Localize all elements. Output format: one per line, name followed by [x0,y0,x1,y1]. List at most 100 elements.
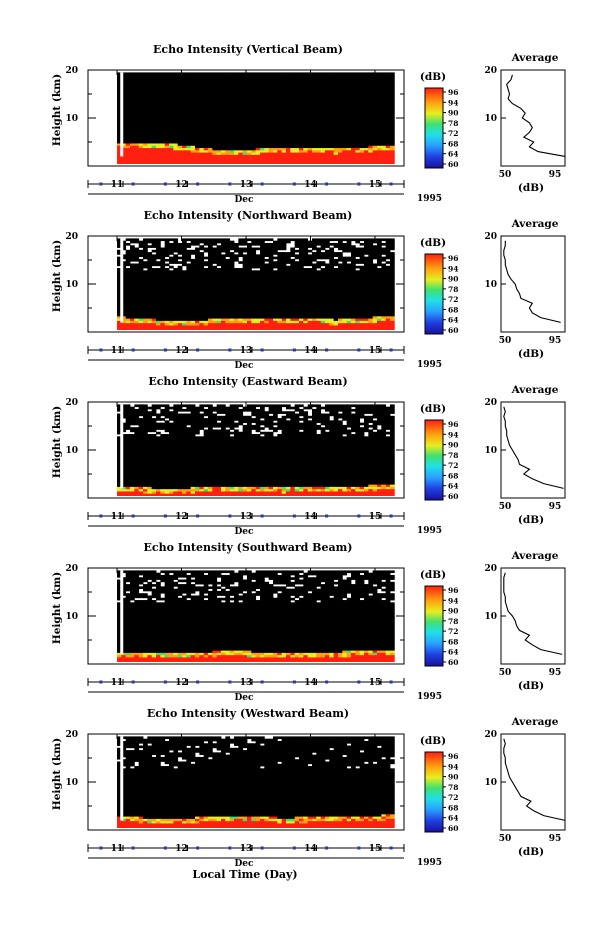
heatmap-cell [268,258,274,262]
heatmap-cell [151,240,157,244]
heatmap-cell [117,261,122,264]
heatmap-cell [389,124,395,128]
heatmap-cell [355,118,361,121]
heatmap-cell [199,127,205,130]
heatmap-cell [251,143,257,146]
heatmap-cell [255,297,261,301]
heatmap-cell [247,293,252,296]
heatmap-cell [320,297,326,301]
heatmap-cell [160,154,166,158]
heatmap-cell [190,122,196,126]
heatmap-cell [368,311,374,315]
heatmap-cell [277,297,283,301]
heatmap-cell [303,290,309,294]
heatmap-cell [156,92,161,96]
heatmap-cell [229,147,235,151]
heatmap-cell [351,281,356,285]
heatmap-cell [182,147,187,151]
heatmap-cell [151,76,157,80]
heatmap-cell [316,124,322,128]
heatmap-cell [268,322,274,326]
heatmap-cell [229,261,235,264]
heatmap-cell [290,81,296,85]
heatmap-cell [229,318,235,321]
heatmap-cell [160,136,166,139]
heatmap-cell [138,159,144,162]
heatmap-cell [130,118,135,121]
time-marker [260,182,264,186]
heatmap-cell [303,95,309,98]
heatmap-cell [147,290,153,294]
heatmap-cell [376,320,382,324]
heatmap-cell [138,72,144,76]
heatmap-cell [225,159,231,162]
heatmap-cell [164,322,170,326]
heatmap-cell [385,288,391,292]
heatmap-cell [294,133,300,137]
heatmap-cell [216,129,222,133]
heatmap-cell [225,111,231,114]
heatmap-cell [385,149,391,153]
heatmap-cell [351,83,356,87]
heatmap-cell [264,108,270,112]
heatmap-cell [177,311,183,315]
heatmap-cell [177,313,183,317]
heatmap-cell [238,279,244,283]
heatmap-cell [294,86,300,89]
heatmap-cell [151,106,157,110]
heatmap-cell [368,318,374,321]
heatmap-cell [238,242,244,246]
heatmap-cell [376,147,382,151]
heatmap-cell [320,306,326,310]
heatmap-cell [160,86,166,89]
heatmap-cell [203,281,209,285]
heatmap-cell [372,247,378,251]
heatmap-cell [299,88,304,92]
heatmap-cell [117,281,122,285]
heatmap-cell [203,322,209,326]
heatmap-cell [221,268,226,271]
heatmap-cell [333,127,339,130]
heatmap-cell [117,156,122,160]
heatmap-cell [238,268,244,271]
heatmap-cell [173,270,179,273]
heatmap-cell [147,92,153,96]
heatmap-cell [286,318,291,321]
heatmap-cell [277,254,283,258]
heatmap-cell [359,249,365,253]
heatmap-cell [316,270,322,273]
heatmap-cell [260,118,265,121]
heatmap-cell [221,97,226,101]
heatmap-cell [268,297,274,301]
heatmap-cell [277,322,283,326]
heatmap-cell [338,290,343,294]
heatmap-cell [212,113,218,117]
heatmap-cell [151,279,157,283]
heatmap-cell [376,261,382,264]
heatmap-cell [294,263,300,267]
heatmap-cell [134,327,140,330]
heatmap-cell [212,120,218,123]
heatmap-cell [190,299,196,303]
heatmap-cell [242,258,248,262]
heatmap-cell [121,97,127,101]
heatmap-cell [325,72,330,76]
heatmap-cell [186,258,192,262]
heatmap-cell [329,299,335,303]
heatmap-cell [320,252,326,255]
heatmap-cell [125,108,131,112]
heatmap-cell [277,133,283,137]
heatmap-cell [325,133,330,137]
heatmap-cell [121,159,127,162]
heatmap-cell [225,254,231,258]
heatmap-cell [329,272,335,276]
heatmap-cell [117,272,122,276]
heatmap-cell [281,277,287,280]
heatmap-cell [385,252,391,255]
heatmap-cell [260,293,265,296]
heatmap-cell [281,288,287,292]
heatmap-cell [273,122,278,126]
heatmap-cell [195,304,200,308]
heatmap-cell [151,88,157,92]
heatmap-cell [169,156,174,160]
